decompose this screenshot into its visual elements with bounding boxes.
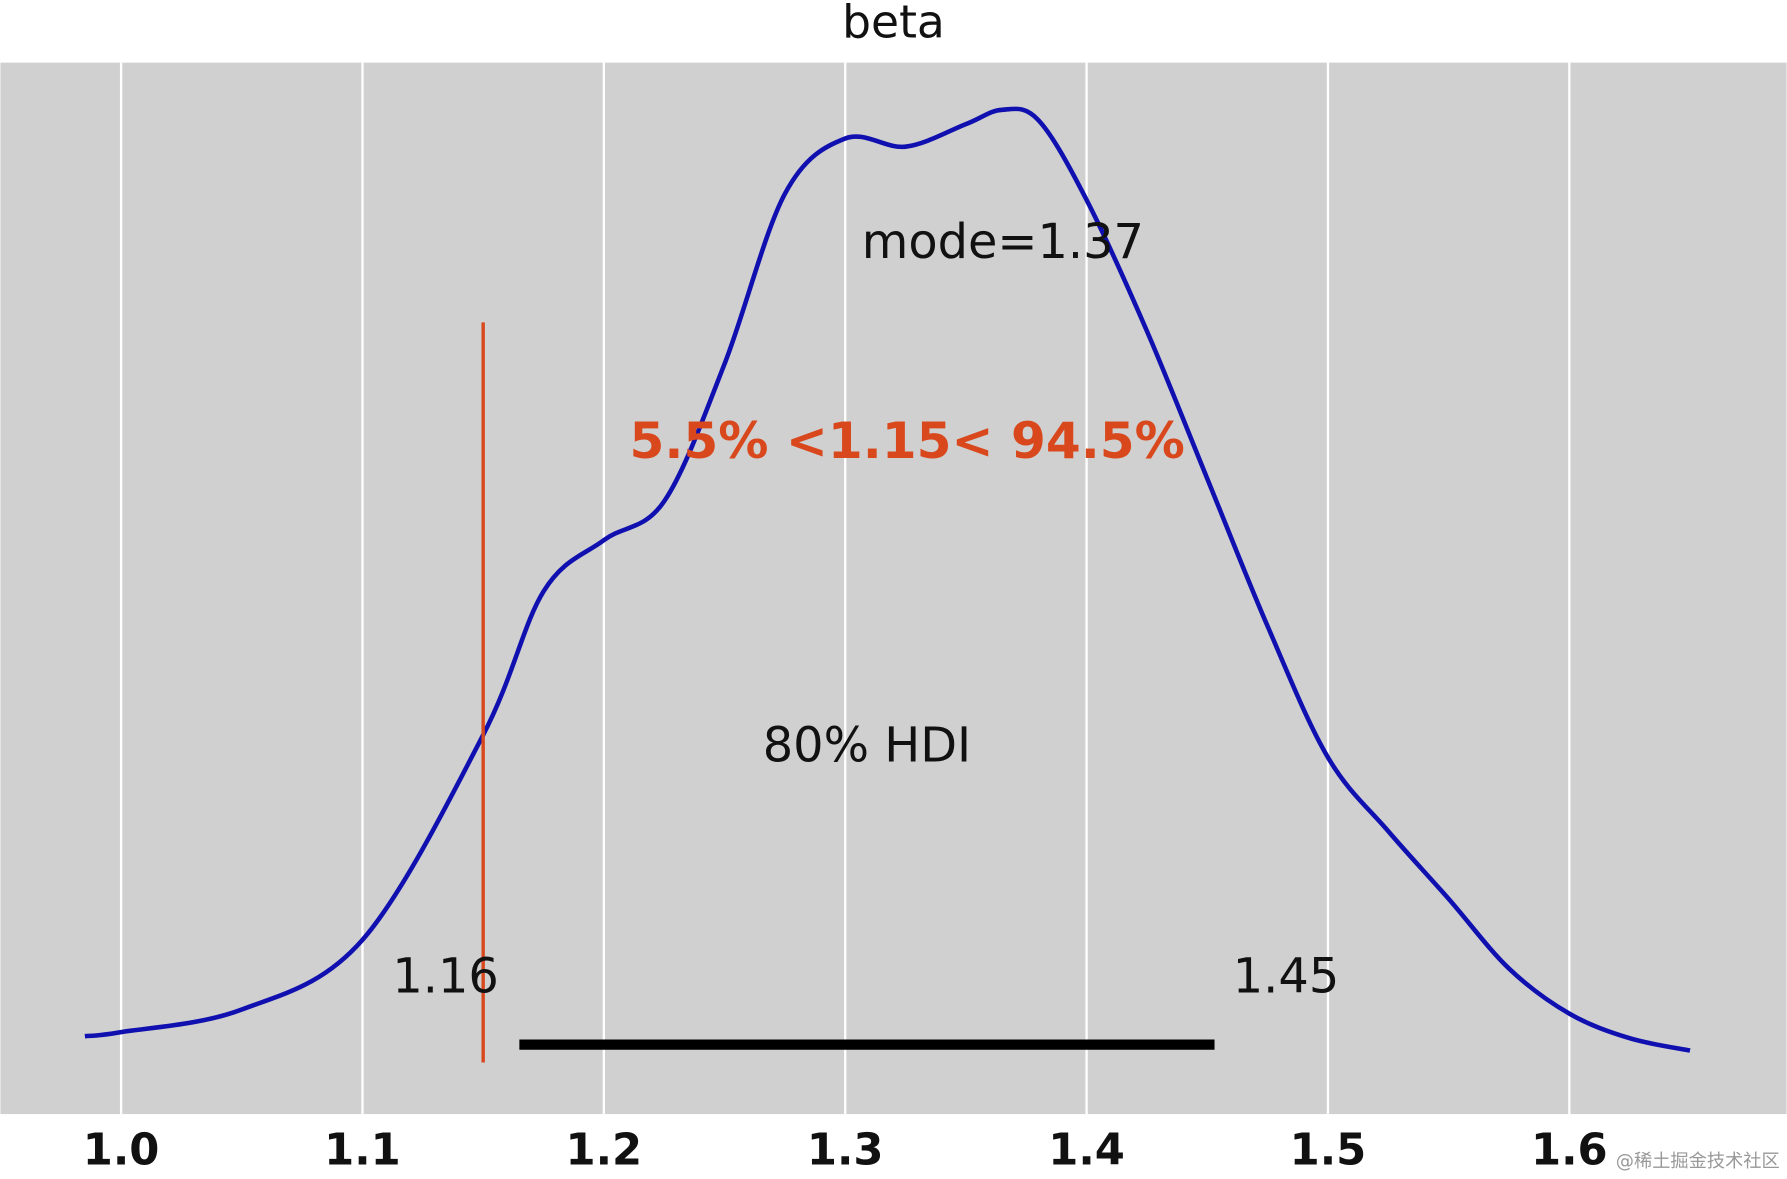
density-line	[84, 106, 1691, 1053]
hdi-low: 1.16	[392, 950, 499, 1005]
plot-area	[0, 62, 1787, 1115]
x-tick-label: 1.2	[566, 1125, 643, 1175]
x-tick-label: 1.4	[1048, 1125, 1125, 1175]
hdi-high: 1.45	[1233, 950, 1339, 1005]
reference-label: 5.5% <1.15< 94.5%	[630, 411, 1185, 470]
hdi-label: 80% HDI	[763, 718, 971, 773]
x-tick-label: 1.0	[83, 1125, 160, 1175]
chart-title: beta	[842, 0, 945, 49]
x-tick-label: 1.3	[807, 1125, 884, 1175]
x-tick-label: 1.1	[324, 1125, 401, 1175]
x-tick-label: 1.5	[1290, 1125, 1367, 1175]
x-tick-label: 1.6	[1531, 1125, 1608, 1175]
watermark: @稀土掘金技术社区	[1616, 1151, 1780, 1172]
mode-label: mode=1.37	[862, 215, 1144, 270]
